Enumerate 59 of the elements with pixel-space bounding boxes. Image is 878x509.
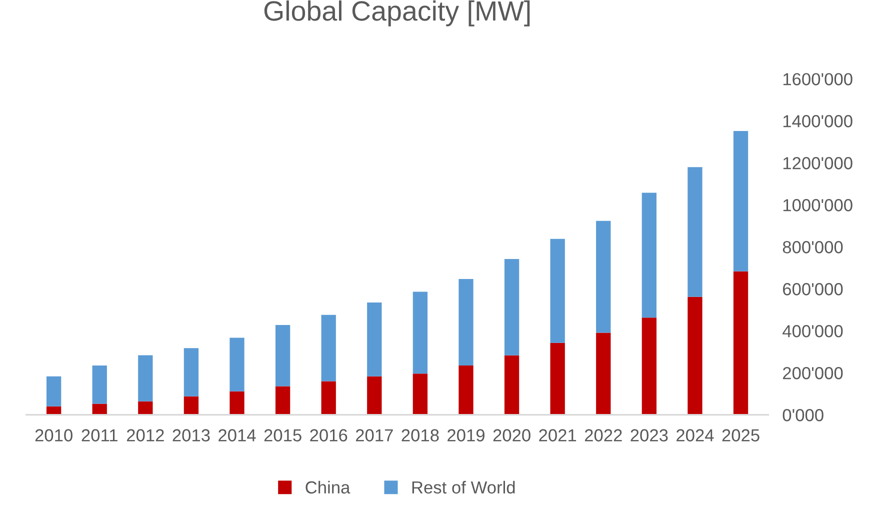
bar — [412, 292, 428, 374]
x-tick-label: 2020 — [493, 429, 530, 442]
x-tick-label: 2025 — [722, 429, 760, 442]
chart-title: Global Capacity [MW] — [264, 0, 530, 26]
x-tick-label: 2021 — [539, 429, 576, 442]
x-tick-label: 2023 — [630, 429, 668, 442]
y-tick-label: 1200'000 — [783, 157, 852, 170]
x-tick-label: 2013 — [172, 429, 210, 442]
x-tick-label: 2012 — [126, 429, 164, 442]
y-tick-label: 1600'000 — [783, 73, 852, 86]
bar — [596, 332, 611, 415]
bar — [230, 338, 244, 392]
x-tick-label: 2019 — [448, 429, 484, 442]
y-tick-label: 0'000 — [782, 409, 824, 422]
x-tick-label: 2011 — [82, 429, 118, 442]
x-tick-label: 2022 — [584, 429, 622, 442]
bar — [138, 355, 153, 402]
bar — [733, 271, 748, 415]
bar — [92, 365, 107, 404]
bar — [733, 130, 748, 272]
bar — [412, 374, 428, 415]
bar — [550, 238, 565, 343]
bar — [138, 401, 153, 415]
bar — [321, 314, 336, 382]
x-tick-label: 2016 — [310, 429, 348, 442]
legend-label: Rest of World — [412, 480, 515, 494]
x-tick-label: 2018 — [402, 429, 439, 442]
bar — [184, 348, 199, 396]
bar — [688, 167, 702, 297]
x-tick-label: 2017 — [356, 429, 393, 442]
y-tick-label: 600'000 — [783, 283, 843, 296]
y-tick-label: 1000'000 — [783, 199, 852, 212]
y-tick-label: 400'000 — [782, 325, 843, 338]
bar — [458, 278, 474, 366]
x-tick-label: 2010 — [35, 429, 72, 442]
bar — [367, 302, 382, 376]
bar — [642, 192, 657, 318]
y-tick-label: 800'000 — [782, 241, 843, 254]
y-tick-label: 200'000 — [783, 367, 843, 380]
bar — [504, 259, 520, 356]
y-tick-label: 1400'000 — [783, 115, 852, 128]
legend-label: China — [306, 480, 350, 494]
bar — [458, 365, 474, 415]
x-tick-label: 2014 — [218, 429, 256, 442]
bar — [688, 296, 702, 415]
bar — [275, 324, 290, 386]
bar — [367, 376, 382, 415]
bar — [321, 381, 336, 415]
bar — [642, 318, 657, 415]
x-tick-label: 2024 — [676, 429, 714, 442]
bar — [550, 342, 565, 415]
bar — [504, 355, 520, 415]
bar — [275, 386, 290, 415]
bar — [46, 376, 62, 406]
bar — [184, 396, 199, 415]
bar — [596, 220, 611, 333]
x-tick-label: 2015 — [264, 429, 302, 442]
bar — [92, 404, 107, 415]
bar — [230, 391, 244, 415]
